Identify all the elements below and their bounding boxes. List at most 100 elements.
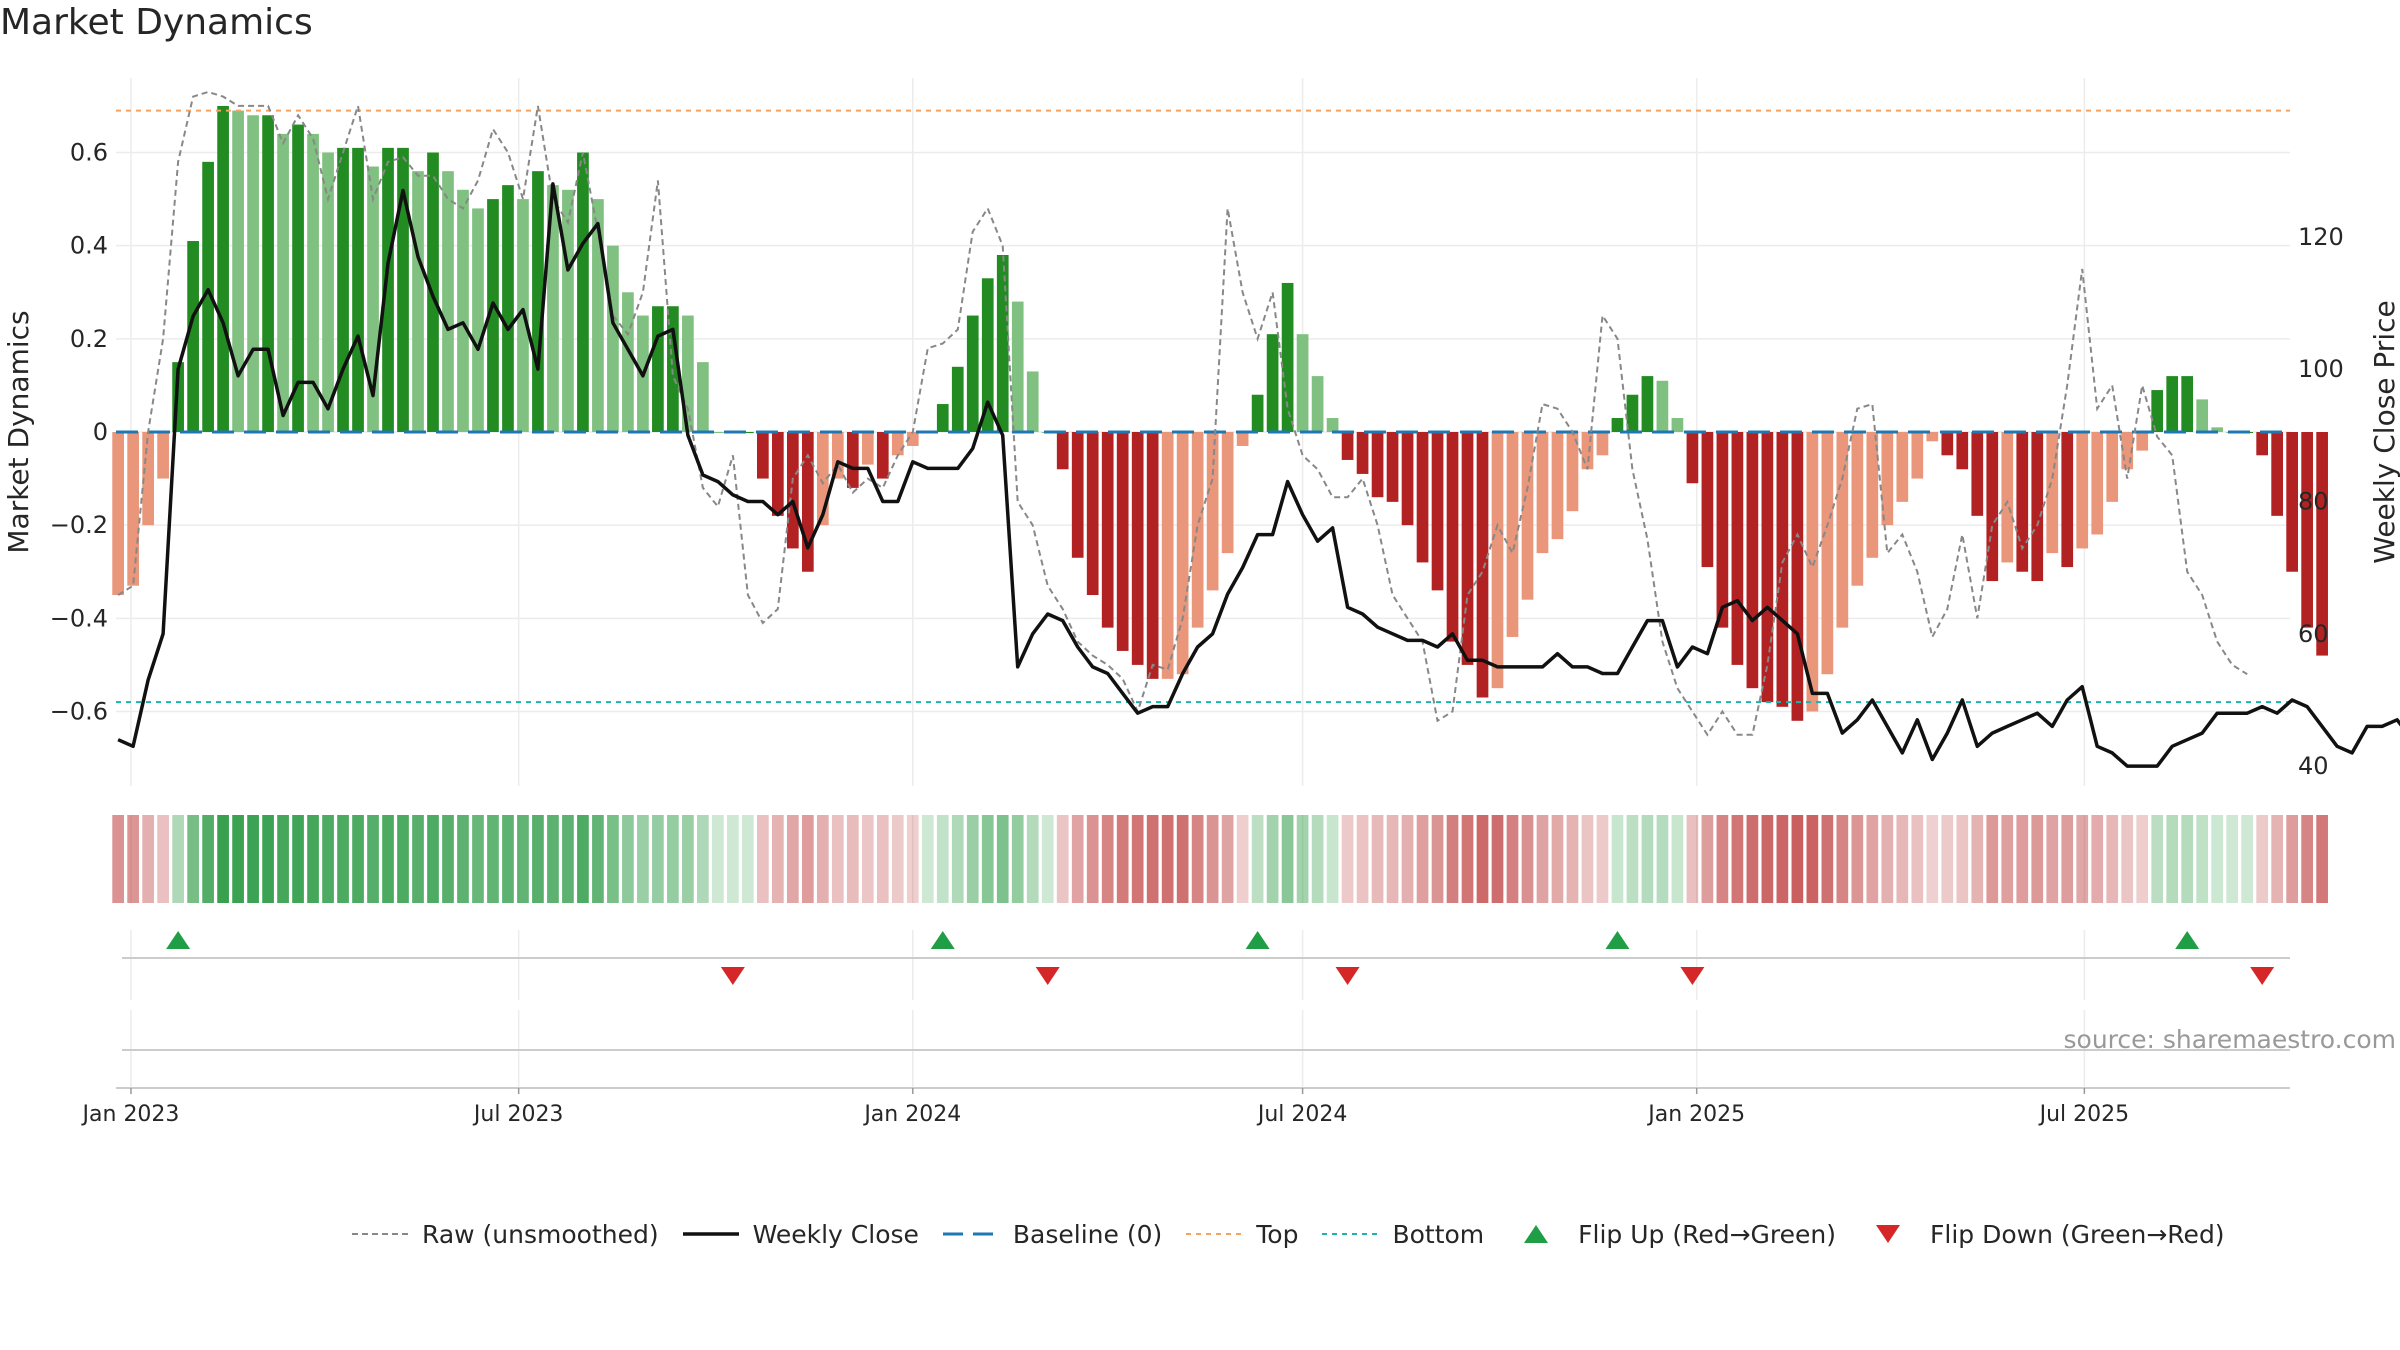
legend-label: Weekly Close <box>752 1219 919 1249</box>
dynamics-bar <box>1176 432 1189 675</box>
heat-strip-cell <box>1401 815 1414 903</box>
heat-strip-cell <box>2166 815 2179 903</box>
dynamics-bar <box>816 432 829 526</box>
x-tick-label: Jul 2024 <box>1256 1102 1348 1127</box>
dynamics-bar <box>1071 432 1084 558</box>
heat-strip-cell <box>1311 815 1324 903</box>
heat-strip-cell <box>157 815 169 903</box>
heat-strip-cell <box>1956 815 1969 903</box>
heat-strip-cell <box>1221 815 1234 903</box>
heat-strip-cell <box>1161 815 1174 903</box>
dynamics-bar <box>2181 376 2194 432</box>
heat-strip-cell <box>382 815 394 903</box>
legend-key-top <box>1184 1219 1244 1249</box>
dynamics-bar <box>1416 432 1429 563</box>
y-tick-label: −0.2 <box>50 511 108 539</box>
dynamics-bar <box>936 404 949 432</box>
dynamics-bar <box>2166 376 2179 432</box>
dynamics-bar <box>846 432 859 488</box>
heat-strip-cell <box>1821 815 1834 903</box>
flip-up-marker <box>1605 931 1630 949</box>
legend-key-close <box>681 1219 741 1249</box>
dynamics-bar <box>951 366 964 432</box>
dynamics-bar <box>1026 371 1039 432</box>
heat-strip-cell <box>202 815 214 903</box>
y-axis-title: Market Dynamics <box>2 310 35 553</box>
heat-strip-cell <box>1611 815 1624 903</box>
heat-strip-cell <box>816 815 829 903</box>
dynamics-bar <box>1281 282 1294 432</box>
dynamics-bar <box>307 133 319 433</box>
dynamics-bar <box>996 255 1009 432</box>
heat-strip-cell <box>1251 815 1264 903</box>
dynamics-bar <box>1731 432 1744 665</box>
heat-strip-cell <box>2031 815 2044 903</box>
y-tick-label: −0.6 <box>50 697 108 725</box>
dynamics-bar <box>1716 432 1729 628</box>
dynamics-bar <box>592 199 604 432</box>
heat-strip-cell <box>397 815 409 903</box>
dynamics-bar <box>532 171 544 432</box>
dynamics-bar <box>1251 394 1264 432</box>
heat-strip-cell <box>2226 815 2239 903</box>
heat-strip-cell <box>1281 815 1294 903</box>
heat-strip-cell <box>2091 815 2104 903</box>
dynamics-bar <box>2316 432 2328 656</box>
heat-strip-cell <box>247 815 259 903</box>
dynamics-bar <box>1551 432 1564 540</box>
heat-strip-cell <box>1386 815 1399 903</box>
dynamics-bar <box>861 432 874 465</box>
dynamics-bar <box>1761 432 1774 703</box>
dynamics-bar <box>187 241 199 432</box>
dynamics-bar <box>1536 432 1549 554</box>
heat-strip-cell <box>1266 815 1279 903</box>
heat-strip-cell <box>1536 815 1549 903</box>
dynamics-bar <box>2031 432 2044 582</box>
dynamics-bar <box>1686 432 1699 484</box>
heat-strip-cell <box>1056 815 1069 903</box>
heat-strip-cell <box>1836 815 1849 903</box>
legend-key-bottom <box>1320 1219 1380 1249</box>
dynamics-bar <box>652 306 664 432</box>
heat-strip-cell <box>622 815 634 903</box>
dynamics-bar <box>1986 432 1999 582</box>
dynamics-bar <box>712 432 724 433</box>
heat-strip-cell <box>771 815 784 903</box>
heat-strip-cell <box>1926 815 1939 903</box>
y-tick-label: 0 <box>93 418 108 446</box>
heat-strip-cell <box>352 815 364 903</box>
dynamics-bar <box>1146 432 1159 679</box>
heat-strip-cell <box>2151 815 2164 903</box>
dynamics-bar <box>157 432 169 479</box>
dynamics-bar <box>2211 427 2224 432</box>
y-tick-label: 0.4 <box>70 232 108 260</box>
heat-strip-cell <box>1041 815 1054 903</box>
heat-strip-cell <box>262 815 274 903</box>
dynamics-bar <box>1596 432 1609 456</box>
dynamics-bar <box>1581 432 1594 470</box>
dynamics-bar <box>891 432 904 456</box>
heat-strip-cell <box>2016 815 2029 903</box>
dynamics-bar <box>1491 432 1504 689</box>
heat-strip-cell <box>801 815 814 903</box>
y2-tick-label: 120 <box>2298 223 2344 251</box>
dynamics-bar <box>2256 432 2269 456</box>
dynamics-bar <box>771 432 784 516</box>
dynamics-bar <box>547 185 559 432</box>
heat-strip-cell <box>1791 815 1804 903</box>
legend-item-top: Top <box>1184 1219 1298 1249</box>
dynamics-bar <box>831 432 844 479</box>
heat-strip-cell <box>1941 815 1954 903</box>
y-tick-label: 0.2 <box>70 325 108 353</box>
heat-strip-cell <box>2271 815 2283 903</box>
dynamics-bar <box>1086 432 1099 596</box>
dynamics-bar <box>1446 432 1459 642</box>
heat-strip-cell <box>607 815 619 903</box>
heat-strip-cell <box>652 815 664 903</box>
dynamics-bar <box>906 432 919 446</box>
flip-down-marker <box>1680 967 1705 985</box>
dynamics-bar <box>1356 432 1369 474</box>
dynamics-bar <box>682 315 694 432</box>
dynamics-bar <box>367 166 379 432</box>
